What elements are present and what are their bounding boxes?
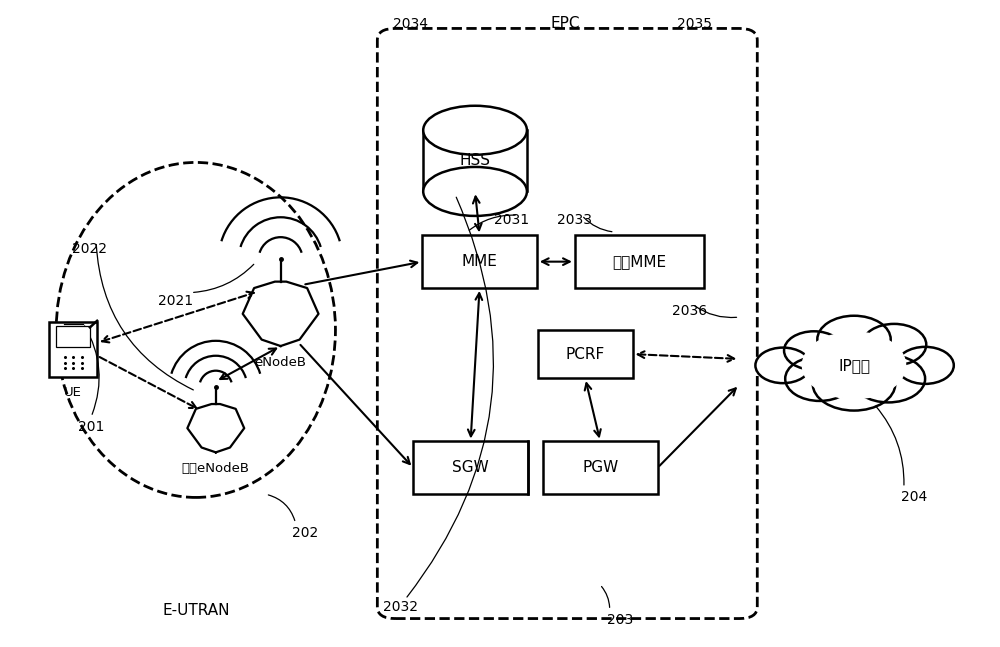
FancyBboxPatch shape bbox=[543, 441, 658, 494]
Text: PGW: PGW bbox=[582, 460, 618, 476]
Circle shape bbox=[813, 357, 895, 411]
Circle shape bbox=[755, 347, 810, 383]
Polygon shape bbox=[187, 404, 244, 452]
Text: 2031: 2031 bbox=[494, 214, 530, 228]
Text: PCRF: PCRF bbox=[566, 347, 605, 362]
Text: 2036: 2036 bbox=[672, 303, 707, 318]
Circle shape bbox=[785, 356, 854, 401]
Circle shape bbox=[817, 316, 891, 363]
Text: SGW: SGW bbox=[452, 460, 489, 476]
Text: E-UTRAN: E-UTRAN bbox=[162, 602, 230, 618]
Polygon shape bbox=[243, 281, 319, 346]
Circle shape bbox=[852, 355, 925, 402]
Circle shape bbox=[862, 324, 926, 366]
Text: 其它MME: 其它MME bbox=[613, 254, 667, 269]
Text: 204: 204 bbox=[901, 490, 927, 505]
Text: 2032: 2032 bbox=[383, 600, 418, 614]
Text: 2022: 2022 bbox=[72, 243, 107, 256]
FancyBboxPatch shape bbox=[49, 322, 97, 377]
Ellipse shape bbox=[423, 167, 527, 216]
FancyBboxPatch shape bbox=[422, 236, 537, 288]
Text: HSS: HSS bbox=[460, 153, 491, 168]
Text: 201: 201 bbox=[78, 419, 104, 433]
Text: 2034: 2034 bbox=[393, 17, 428, 31]
Text: eNodeB: eNodeB bbox=[255, 356, 307, 369]
Text: 2021: 2021 bbox=[158, 294, 193, 308]
Text: 2035: 2035 bbox=[677, 17, 712, 31]
Circle shape bbox=[784, 331, 844, 370]
Text: UE: UE bbox=[64, 386, 82, 399]
FancyBboxPatch shape bbox=[575, 236, 704, 288]
FancyBboxPatch shape bbox=[413, 441, 528, 494]
Circle shape bbox=[802, 332, 906, 399]
Ellipse shape bbox=[423, 105, 527, 155]
Text: 202: 202 bbox=[292, 526, 319, 540]
Circle shape bbox=[896, 347, 954, 384]
Text: EPC: EPC bbox=[550, 16, 580, 32]
FancyBboxPatch shape bbox=[56, 326, 90, 347]
Text: 203: 203 bbox=[607, 613, 633, 627]
FancyBboxPatch shape bbox=[538, 330, 633, 378]
Text: MME: MME bbox=[462, 254, 497, 269]
Text: IP业务: IP业务 bbox=[838, 358, 870, 373]
Text: 其它eNodeB: 其它eNodeB bbox=[182, 462, 250, 475]
Text: 2033: 2033 bbox=[557, 214, 592, 228]
